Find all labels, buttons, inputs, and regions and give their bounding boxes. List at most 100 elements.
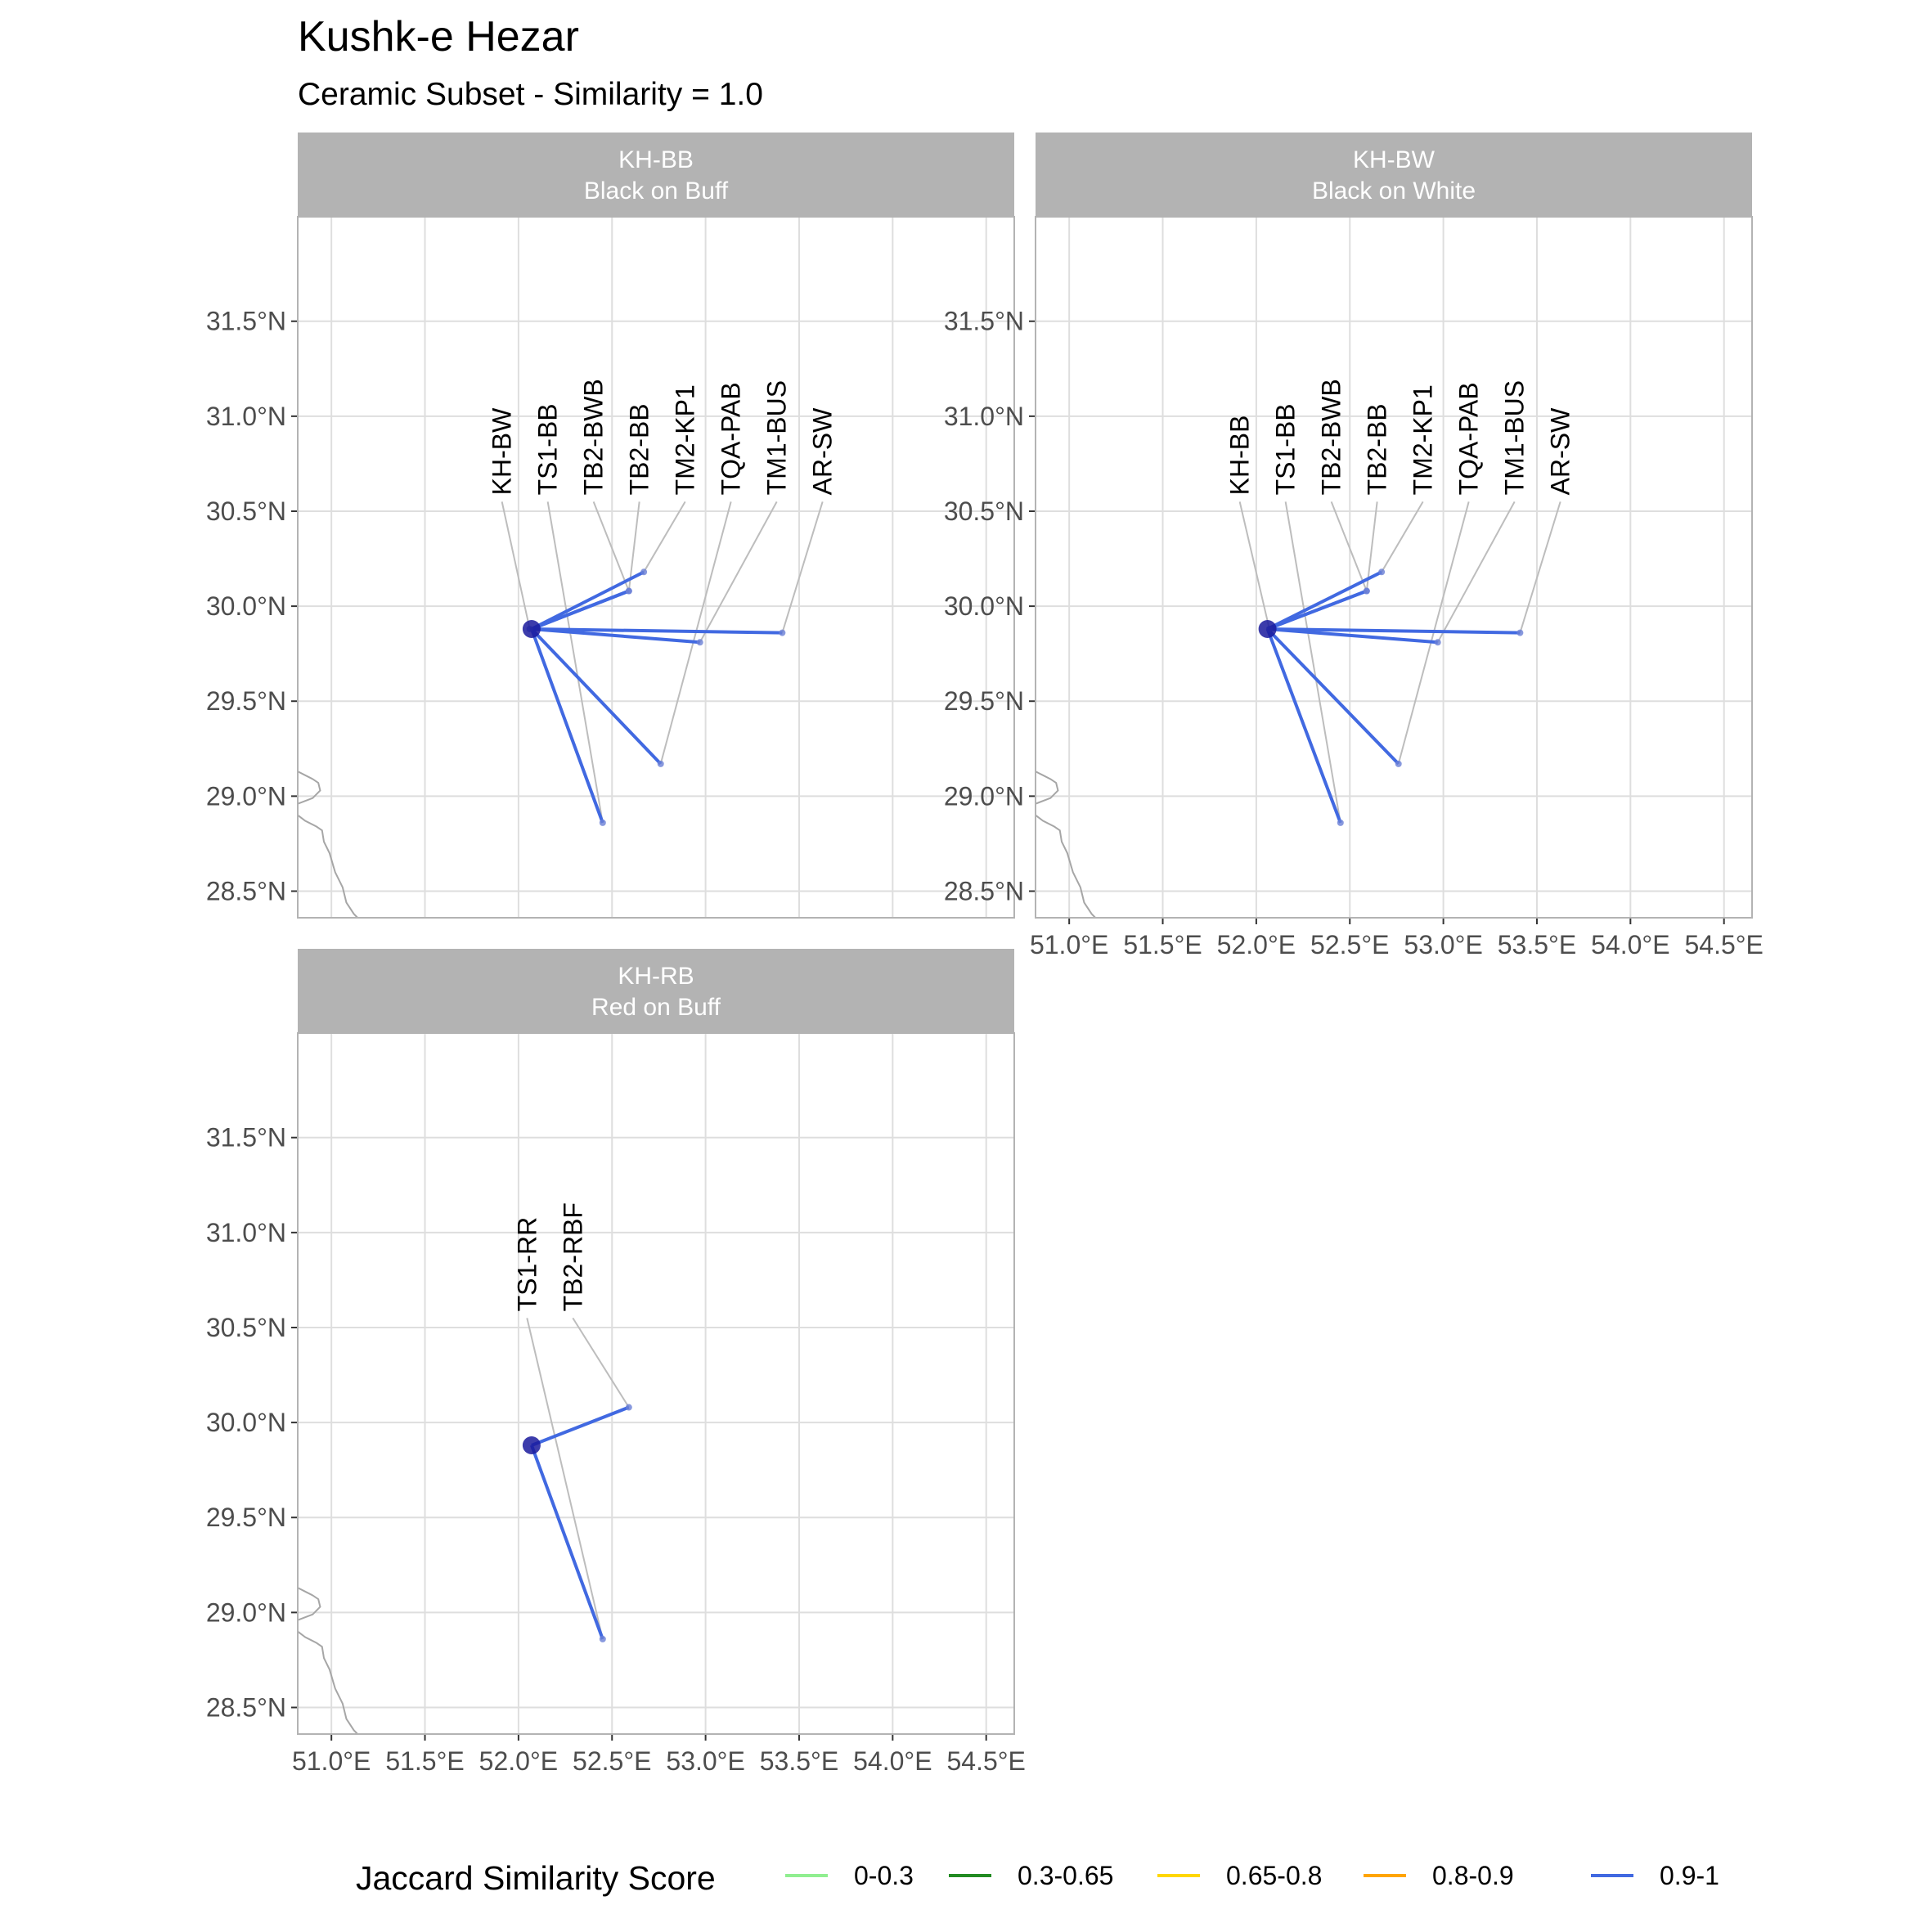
site-point	[779, 629, 786, 636]
site-point	[657, 760, 664, 767]
connection-line	[530, 628, 604, 824]
site-point	[1363, 587, 1370, 595]
coastline	[1036, 771, 1096, 918]
connection-line	[1266, 627, 1400, 766]
leader-line	[546, 501, 604, 824]
leader-line	[1365, 501, 1378, 591]
site-label: TM1-BUS	[762, 380, 792, 495]
coastline-path	[298, 1630, 358, 1734]
y-tick-label: 29.0°N	[206, 1597, 286, 1627]
panel-frame	[297, 216, 1015, 919]
x-tick-label: 52.0°E	[479, 1746, 558, 1776]
legend: Jaccard Similarity Score 0-0.3 0.3-0.65 0.…	[356, 1859, 1719, 1897]
y-tick-label: 30.0°N	[206, 591, 286, 621]
grid-lines	[298, 217, 1014, 918]
facet-strip-code: KH-RB	[618, 963, 694, 990]
leader-line	[781, 501, 824, 633]
site-point	[599, 1635, 606, 1642]
site-label: TM1-BUS	[1500, 380, 1530, 495]
legend-items: 0-0.3 0.3-0.65 0.65-0.8 0.8-0.9 0.9-1	[785, 1861, 1719, 1890]
site-point	[1395, 760, 1402, 767]
connection-line	[1266, 570, 1383, 631]
leader-line	[643, 501, 686, 573]
y-tick-label: 30.0°N	[206, 1408, 286, 1437]
y-tick-label: 28.5°N	[206, 1692, 286, 1722]
coastline-path	[1036, 771, 1059, 805]
x-tick-label: 52.5°E	[1310, 930, 1389, 959]
y-tick-label: 28.5°N	[944, 876, 1024, 905]
coastline-path	[1036, 814, 1096, 918]
x-tick-label: 53.5°E	[1498, 930, 1576, 959]
connection-line	[531, 589, 630, 631]
coastline-path	[298, 814, 358, 918]
site-label: TB2-BWB	[1317, 379, 1346, 495]
coastline	[298, 771, 358, 918]
site-point	[625, 587, 632, 595]
panel-frame	[297, 1032, 1015, 1735]
site-point	[1337, 819, 1344, 826]
site-point	[640, 568, 648, 576]
leader-line	[627, 501, 640, 591]
y-tick-label: 30.5°N	[206, 496, 286, 526]
facet-strip-name: Red on Buff	[591, 994, 721, 1021]
site-label: TS1-BB	[533, 403, 563, 495]
y-tick-label: 30.0°N	[944, 591, 1024, 621]
legend-label: 0.8-0.9	[1432, 1861, 1514, 1890]
coastline-path	[298, 1587, 321, 1621]
site-point	[1516, 629, 1524, 636]
connection-line	[531, 627, 700, 645]
x-tick-label: 53.5°E	[760, 1746, 838, 1776]
connection-line	[530, 1445, 604, 1640]
leader-line	[1381, 501, 1424, 573]
connection-line	[1267, 627, 1521, 635]
site-label: TQA-PAB	[717, 382, 746, 495]
site-label: KH-BB	[1225, 416, 1255, 496]
x-tick-label: 53.0°E	[666, 1746, 744, 1776]
y-tick-label: 29.0°N	[944, 781, 1024, 811]
chart-subtitle: Ceramic Subset - Similarity = 1.0	[298, 77, 763, 112]
leader-line	[501, 501, 531, 630]
y-tick-label: 29.5°N	[206, 686, 286, 716]
x-tick-label: 53.0°E	[1404, 930, 1482, 959]
panel-frame	[1035, 216, 1753, 919]
site-label: TS1-RR	[512, 1217, 541, 1312]
x-tick-label: 51.5°E	[1123, 930, 1202, 959]
leader-line	[1519, 501, 1561, 633]
connection-line	[531, 627, 783, 635]
site-label: TB2-BB	[625, 403, 654, 495]
facet-strip-code: KH-BW	[1353, 146, 1436, 173]
leader-line	[572, 1317, 630, 1409]
legend-label: 0.3-0.65	[1018, 1861, 1113, 1890]
connections	[1238, 501, 1561, 826]
site-point	[1378, 568, 1386, 576]
x-tick-label: 52.0°E	[1217, 930, 1296, 959]
site-label: TB2-BB	[1363, 403, 1392, 495]
connection-line	[1266, 589, 1368, 631]
connection-line	[530, 627, 663, 766]
connection-line	[1267, 627, 1438, 645]
site-label: TB2-RBF	[558, 1202, 587, 1311]
grid-lines	[298, 1033, 1014, 1734]
y-tick-label: 30.5°N	[944, 496, 1024, 526]
x-tick-label: 54.5°E	[1684, 930, 1763, 959]
facet-panel-kh-rb: KH-RB Red on Buff 28.5°N 29.0°N 29.5°N 30.0°N…	[206, 949, 1026, 1776]
x-tick-label: 54.0°E	[853, 1746, 932, 1776]
site-label: TB2-BWB	[579, 379, 609, 495]
leader-line	[526, 1318, 604, 1640]
origin-point	[522, 619, 541, 638]
legend-label: 0.9-1	[1660, 1861, 1719, 1890]
site-label: TQA-PAB	[1454, 382, 1484, 495]
site-point	[599, 819, 606, 826]
connection-line	[531, 1405, 630, 1447]
coastline-path	[298, 771, 321, 805]
x-tick-label: 54.5°E	[946, 1746, 1025, 1776]
grid-lines	[1036, 217, 1752, 918]
connection-line	[1265, 628, 1342, 824]
connections	[501, 501, 824, 826]
y-tick-label: 31.0°N	[206, 1218, 286, 1247]
site-label: AR-SW	[1546, 407, 1575, 495]
leader-line	[1284, 501, 1341, 824]
leader-line	[592, 501, 630, 591]
site-point	[696, 639, 703, 646]
